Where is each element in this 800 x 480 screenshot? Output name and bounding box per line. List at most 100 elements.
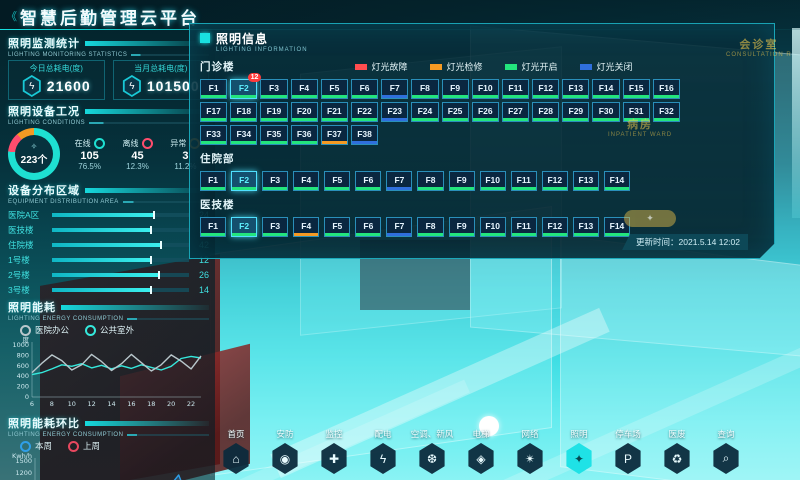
nav-item-elevator[interactable]: 电梯 ◈ xyxy=(458,428,504,478)
floor-button[interactable]: F6 xyxy=(355,217,381,237)
floor-button[interactable]: F4 xyxy=(293,217,319,237)
nav-item-monitoring[interactable]: 监控 ✚ xyxy=(311,428,357,478)
floor-button[interactable]: F28 xyxy=(532,102,559,122)
floor-button[interactable]: F10 xyxy=(480,171,506,191)
floor-button[interactable]: F22 xyxy=(351,102,378,122)
floor-button[interactable]: F30 xyxy=(592,102,619,122)
floor-button[interactable]: F9 xyxy=(449,217,475,237)
stat-label: 今日总耗电(度) xyxy=(29,64,83,73)
floor-button[interactable]: F3 xyxy=(262,217,288,237)
floor-button[interactable]: F13 xyxy=(573,171,599,191)
floor-button[interactable]: F32 xyxy=(653,102,680,122)
bar-track[interactable] xyxy=(52,225,189,234)
network-icon: ✴ xyxy=(524,451,536,466)
floor-button[interactable]: F5 xyxy=(324,171,350,191)
floor-button[interactable]: F25 xyxy=(442,102,469,122)
floor-button[interactable]: F11 xyxy=(502,79,529,99)
floor-button[interactable]: F23 xyxy=(381,102,408,122)
floor-button[interactable]: F1 xyxy=(200,171,226,191)
nav-label: 配电 xyxy=(374,429,392,439)
legend-item[interactable]: 上周 xyxy=(68,440,100,452)
floor-button[interactable]: F20 xyxy=(291,102,318,122)
floor-button[interactable]: F7 xyxy=(386,171,412,191)
nav-item-parking[interactable]: 停车场 P xyxy=(605,428,651,478)
floor-button[interactable]: F10 xyxy=(472,79,499,99)
legend-item[interactable]: 医院办公 xyxy=(20,324,69,336)
floor-button[interactable]: F8 xyxy=(411,79,438,99)
floor-button[interactable]: F8 xyxy=(417,171,443,191)
floor-button[interactable]: F36 xyxy=(291,125,318,145)
floor-button[interactable]: F7 xyxy=(386,217,412,237)
nav-item-hvac[interactable]: 空调、新风 ❆ xyxy=(409,428,455,478)
floor-button[interactable]: F1 xyxy=(200,79,227,99)
floor-button[interactable]: F12 xyxy=(532,79,559,99)
floor-button[interactable]: F11 xyxy=(511,171,537,191)
floor-button[interactable]: F15 xyxy=(623,79,650,99)
floor-button[interactable]: F27 xyxy=(502,102,529,122)
legend-item[interactable]: 公共室外 xyxy=(85,324,134,336)
floor-button[interactable]: F14 xyxy=(604,217,630,237)
floor-button[interactable]: F9 xyxy=(442,79,469,99)
floor-button[interactable]: F12 xyxy=(542,217,568,237)
floor-button[interactable]: F3 xyxy=(260,79,287,99)
floor-button[interactable]: F18 xyxy=(230,102,257,122)
floor-button[interactable]: F17 xyxy=(200,102,227,122)
floor-button[interactable]: F29 xyxy=(562,102,589,122)
floor-button[interactable]: F5 xyxy=(321,79,348,99)
nav-item-query[interactable]: 查询 ⌕ xyxy=(703,428,749,478)
tick-label: 1000 xyxy=(12,341,29,349)
legend-label: 医院办公 xyxy=(35,325,70,335)
floor-status-bar xyxy=(654,118,679,121)
floor-button[interactable]: F10 xyxy=(480,217,506,237)
floor-status-bar xyxy=(201,187,225,190)
floor-button[interactable]: F2 xyxy=(231,171,257,191)
nav-item-home[interactable]: 首页 ⌂ xyxy=(213,428,259,478)
floor-button[interactable]: F9 xyxy=(449,171,475,191)
floor-button[interactable]: F7 xyxy=(381,79,408,99)
bar-track[interactable] xyxy=(52,240,189,249)
floor-button[interactable]: F12 xyxy=(542,171,568,191)
floor-button[interactable]: F4 xyxy=(293,171,319,191)
floor-button[interactable]: F11 xyxy=(511,217,537,237)
nav-item-network[interactable]: 网络 ✴ xyxy=(507,428,553,478)
floor-button[interactable]: F31 xyxy=(623,102,650,122)
nav-item-lighting[interactable]: 照明 ✦ xyxy=(556,428,602,478)
floor-label: F12 xyxy=(538,82,553,93)
condition-count: 45 xyxy=(131,149,144,162)
area-label: 3号楼 xyxy=(8,284,30,295)
floor-button[interactable]: F35 xyxy=(260,125,287,145)
floor-button[interactable]: F1 xyxy=(200,217,226,237)
floor-button[interactable]: F6 xyxy=(355,171,381,191)
floor-button[interactable]: F21 xyxy=(321,102,348,122)
bar-track[interactable] xyxy=(52,285,189,294)
floor-button[interactable]: F14 xyxy=(604,171,630,191)
floor-status-bar xyxy=(263,233,287,236)
floor-button[interactable]: F4 xyxy=(291,79,318,99)
nav-item-security[interactable]: 安防 ◉ xyxy=(262,428,308,478)
floor-button[interactable]: F13 xyxy=(573,217,599,237)
floor-button[interactable]: F13 xyxy=(562,79,589,99)
floor-button[interactable]: F33 xyxy=(200,125,227,145)
floor-label: F17 xyxy=(206,105,221,116)
bar-track[interactable] xyxy=(52,270,189,279)
floor-button[interactable]: F24 xyxy=(411,102,438,122)
floor-button[interactable]: F34 xyxy=(230,125,257,145)
floor-button[interactable]: F26 xyxy=(472,102,499,122)
nav-label: 空调、新风 xyxy=(410,429,454,439)
floor-button[interactable]: F37 xyxy=(321,125,348,145)
floor-button[interactable]: F16 xyxy=(653,79,680,99)
floor-button[interactable]: F8 xyxy=(417,217,443,237)
nav-item-medical-waste[interactable]: 医废 ♻ xyxy=(654,428,700,478)
legend-item[interactable]: 本周 xyxy=(20,440,52,452)
floor-button[interactable]: F2 xyxy=(231,217,257,237)
floor-button[interactable]: F5 xyxy=(324,217,350,237)
floor-button[interactable]: F38 xyxy=(351,125,378,145)
floor-button[interactable]: F3 xyxy=(262,171,288,191)
floor-button[interactable]: F14 xyxy=(592,79,619,99)
floor-button[interactable]: F6 xyxy=(351,79,378,99)
bar-track[interactable] xyxy=(52,210,189,219)
floor-button[interactable]: F2 12 xyxy=(230,79,257,99)
bar-track[interactable] xyxy=(52,255,189,264)
nav-item-power[interactable]: 配电 ϟ xyxy=(360,428,406,478)
floor-button[interactable]: F19 xyxy=(260,102,287,122)
